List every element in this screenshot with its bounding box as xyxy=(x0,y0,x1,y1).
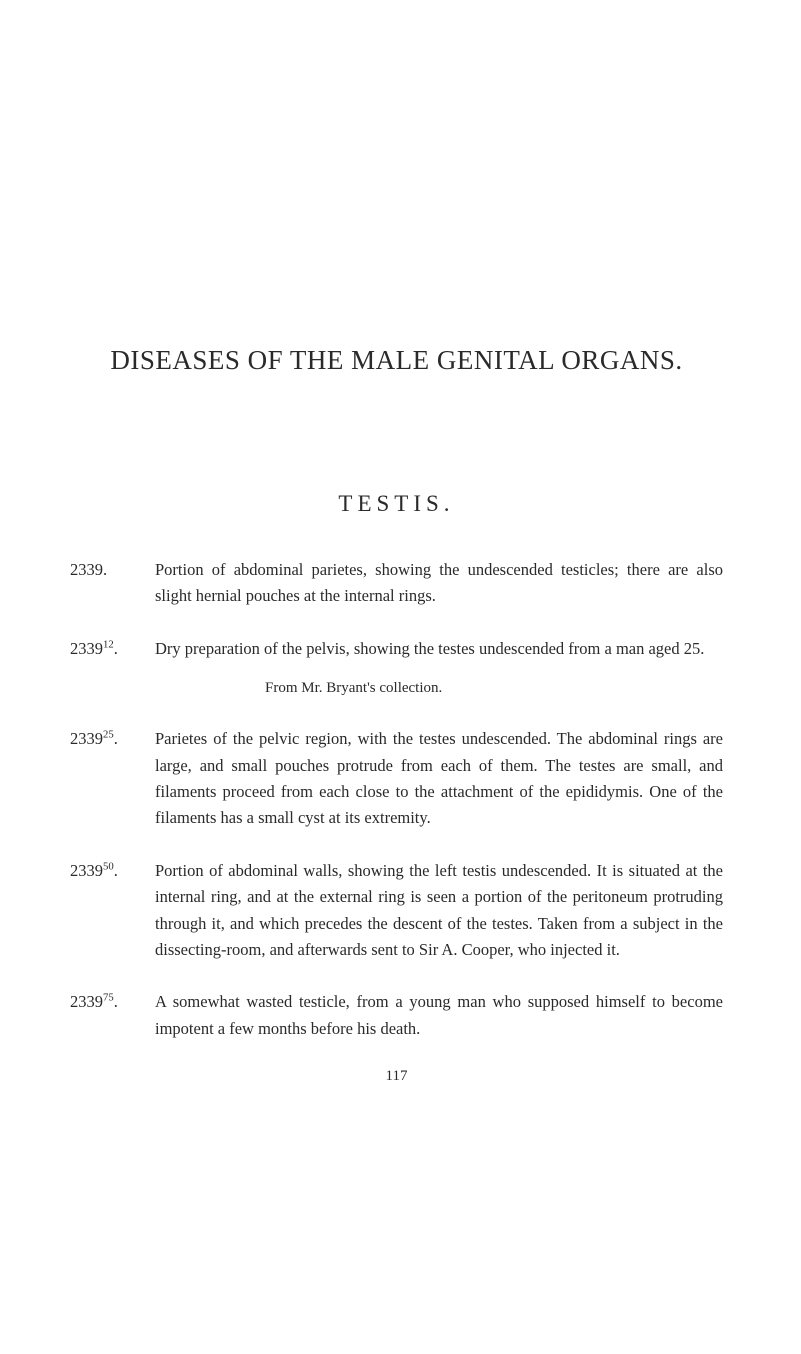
entry-number-suffix: . xyxy=(114,992,118,1011)
entry-number: 2339. xyxy=(70,557,155,583)
entry-body: 233950. Portion of abdominal walls, show… xyxy=(70,858,723,964)
entry-number: 233912. xyxy=(70,636,155,662)
entry-number-base: 2339 xyxy=(70,992,103,1011)
entry-number: 233925. xyxy=(70,726,155,752)
main-heading: DISEASES OF THE MALE GENITAL ORGANS. xyxy=(70,345,723,376)
catalog-entry: 233925. Parietes of the pelvic region, w… xyxy=(70,726,723,832)
catalog-entry: 2339. Portion of abdominal parietes, sho… xyxy=(70,557,723,610)
entry-text: A somewhat wasted testicle, from a young… xyxy=(155,989,723,1042)
entry-number-suffix: . xyxy=(114,729,118,748)
entry-number: 233975. xyxy=(70,989,155,1015)
entry-number-suffix: . xyxy=(114,861,118,880)
entry-number-base: 2339. xyxy=(70,560,107,579)
entry-text: Parietes of the pelvic region, with the … xyxy=(155,726,723,832)
entry-text: Portion of abdominal parietes, showing t… xyxy=(155,557,723,610)
entry-body: 233912. Dry preparation of the pelvis, s… xyxy=(70,636,723,662)
entry-number-base: 2339 xyxy=(70,639,103,658)
entry-number-super: 50 xyxy=(103,860,114,872)
entry-number-base: 2339 xyxy=(70,729,103,748)
entry-number-base: 2339 xyxy=(70,861,103,880)
entry-number: 233950. xyxy=(70,858,155,884)
entry-text: Portion of abdominal walls, showing the … xyxy=(155,858,723,964)
entry-number-suffix: . xyxy=(114,639,118,658)
entry-body: 233975. A somewhat wasted testicle, from… xyxy=(70,989,723,1042)
catalog-entry: 233950. Portion of abdominal walls, show… xyxy=(70,858,723,964)
entry-number-super: 25 xyxy=(103,729,114,741)
entry-credit: From Mr. Bryant's collection. xyxy=(70,676,723,700)
section-heading: TESTIS. xyxy=(70,491,723,517)
entry-number-super: 75 xyxy=(103,992,114,1004)
entry-body: 2339. Portion of abdominal parietes, sho… xyxy=(70,557,723,610)
page-number: 117 xyxy=(70,1068,723,1085)
catalog-entry: 233975. A somewhat wasted testicle, from… xyxy=(70,989,723,1042)
entry-text: Dry preparation of the pelvis, showing t… xyxy=(155,636,723,662)
entry-body: 233925. Parietes of the pelvic region, w… xyxy=(70,726,723,832)
entry-number-super: 12 xyxy=(103,638,114,650)
document-page: DISEASES OF THE MALE GENITAL ORGANS. TES… xyxy=(0,0,801,1125)
catalog-entry: 233912. Dry preparation of the pelvis, s… xyxy=(70,636,723,700)
